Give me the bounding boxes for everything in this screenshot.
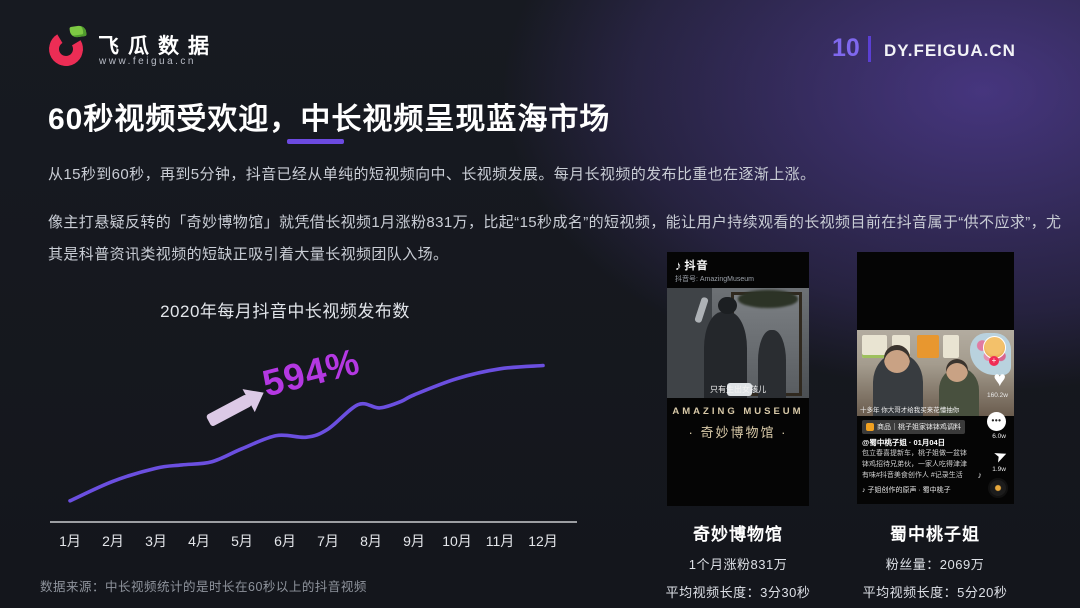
paragraph-1: 从15秒到60秒，再到5分钟，抖音已经从单纯的短视频向中、长视频发展。每月长视频… [48, 166, 816, 183]
douyin-account-id: 抖音号: AmazingMuseum [675, 276, 754, 283]
chart-title: 2020年每月抖音中长视频发布数 [160, 302, 410, 321]
card1-account-name: 奇妙博物馆 [693, 525, 783, 544]
video-card-taozi-jie[interactable]: 十多年 你大哥才给我买来花懂抽你 + ♥ 160.2w ••• 6.0w ➤ 1… [857, 252, 1014, 504]
x-tick: 3月 [145, 533, 167, 549]
card2-stat-length: 平均视频长度：5分20秒 [862, 585, 1008, 600]
like-icon[interactable]: ♥ [993, 368, 1006, 391]
x-tick: 7月 [317, 533, 339, 549]
overlay-title-cn: · 奇妙博物馆 · [688, 425, 788, 440]
data-source-footnote: 数据来源：中长视频统计的是时长在60秒以上的抖音视频 [40, 580, 367, 594]
scene-prop [726, 382, 753, 396]
x-tick: 8月 [360, 533, 382, 549]
title-underline [287, 139, 344, 144]
x-tick: 2月 [102, 533, 124, 549]
site-label: DY.FEIGUA.CN [884, 41, 1016, 60]
share-icon[interactable]: ➤ [991, 446, 1010, 467]
x-tick: 4月 [188, 533, 210, 549]
trend-line [68, 363, 545, 503]
x-tick: 9月 [403, 533, 425, 549]
page-title: 60秒视频受欢迎，中长视频呈现蓝海市场 [48, 103, 611, 136]
product-tag[interactable]: 商品｜桃子姐家钵钵鸡调料 [862, 420, 965, 434]
cart-icon [866, 423, 874, 431]
paragraph-2: 像主打悬疑反转的「奇妙博物馆」就凭借长视频1月涨粉831万，比起“15秒成名”的… [48, 214, 1062, 264]
video-subtitle: 只有生出女孩儿 [710, 385, 766, 394]
brand-url: www.feigua.cn [99, 56, 196, 67]
overlay-title-en: AMAZING MUSEUM [672, 406, 804, 417]
x-tick: 12月 [528, 533, 558, 549]
scene-drawing [861, 335, 887, 358]
author-line[interactable]: @蜀中桃子姐 · 01月04日 [862, 438, 946, 447]
trend-svg [50, 363, 577, 523]
comment-icon[interactable]: ••• [987, 412, 1006, 431]
feigua-logo-icon [45, 24, 88, 70]
scene-figure-head [946, 359, 969, 382]
card2-stat-fans: 粉丝量：2069万 [885, 557, 985, 572]
douyin-wordmark: 抖音 [684, 260, 709, 272]
video-frame: 只有生出女孩儿 [667, 288, 809, 398]
x-tick: 1月 [59, 533, 81, 549]
video-subtitle: 十多年 你大哥才给我买来花懂抽你 [860, 407, 960, 414]
share-count: 1.9w [992, 466, 1006, 473]
comment-count: 6.0w [992, 433, 1006, 440]
scene-drawing [916, 335, 939, 358]
card1-caption: 奇妙博物馆 1个月涨粉831万 平均视频长度：3分30秒 [628, 520, 848, 601]
brand-name: 飞瓜数据 [98, 35, 218, 58]
card2-caption: 蜀中桃子姐 粉丝量：2069万 平均视频长度：5分20秒 [825, 520, 1045, 601]
card1-stat-growth: 1个月涨粉831万 [688, 557, 788, 572]
x-tick: 11月 [485, 533, 515, 549]
logo-leaf-icon [69, 24, 87, 39]
music-disc-icon[interactable] [988, 478, 1008, 498]
x-tick: 6月 [274, 533, 296, 549]
scene-drawing [943, 335, 960, 358]
x-axis-labels: 1月 2月 3月 4月 5月 6月 7月 8月 9月 10月 11月 12月 [45, 531, 590, 553]
scene-figure-reflection [757, 329, 787, 398]
x-tick: 10月 [442, 533, 472, 549]
card1-stat-length: 平均视频长度：3分30秒 [665, 585, 811, 600]
follow-button[interactable]: + [989, 356, 999, 366]
page-number: 10 [832, 34, 860, 62]
post-text: 包立春喜提新车，桃子姐做一盆钵钵鸡招待兄弟伙，一家人吃得津津有味#抖音美食创作人… [862, 450, 967, 479]
scene-vine [738, 290, 798, 308]
x-tick: 5月 [231, 533, 253, 549]
video-card-amazing-museum[interactable]: ♪ 抖音 抖音号: AmazingMuseum 只有生出女孩儿 AMAZING … [667, 252, 809, 506]
like-count: 160.2w [987, 392, 1008, 399]
header-divider [868, 36, 871, 62]
scene-figure-head [883, 345, 911, 373]
douyin-note-icon: ♪ [675, 257, 682, 273]
scene-figure-head [718, 296, 737, 315]
card2-account-name: 蜀中桃子姐 [890, 525, 980, 544]
music-line[interactable]: ♪ 子姐创作的原声 · 蜀中桃子 [862, 487, 951, 494]
product-tag-label: 商品｜桃子姐家钵钵鸡调料 [877, 424, 961, 431]
music-note-icon: ♪ [977, 470, 983, 480]
